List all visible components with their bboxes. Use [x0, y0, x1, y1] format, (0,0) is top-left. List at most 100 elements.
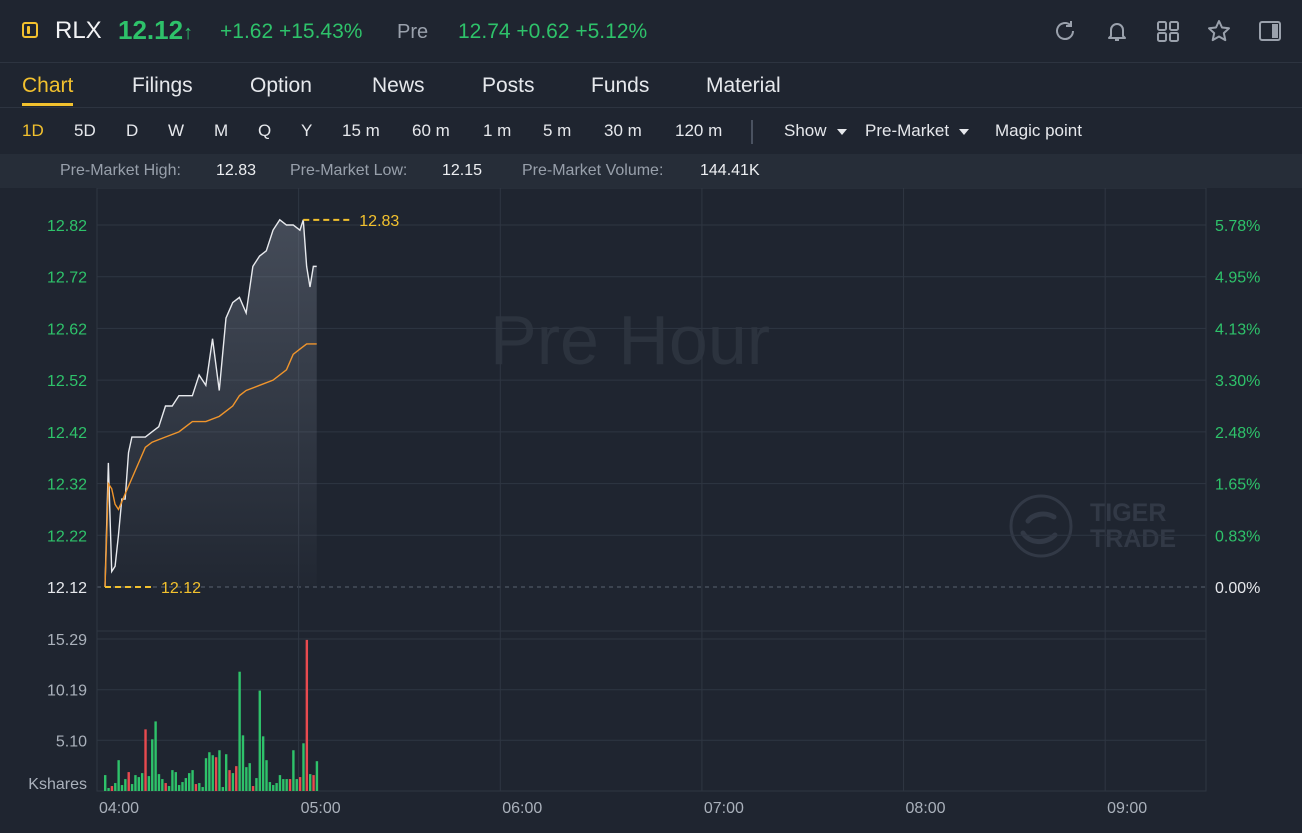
- last-price: 12.12↑: [118, 15, 193, 46]
- price-tick-label: 12.12: [47, 580, 87, 597]
- period-week[interactable]: W: [168, 121, 185, 140]
- tab-posts[interactable]: Posts: [482, 74, 535, 97]
- price-line: [104, 218, 317, 588]
- stock-symbol: RLX: [55, 17, 102, 44]
- volume-bar: [120, 785, 124, 791]
- bell-icon[interactable]: [1104, 18, 1130, 44]
- period-quarter[interactable]: Q: [258, 121, 272, 140]
- volume-bar: [134, 775, 137, 791]
- volume-bar: [275, 783, 278, 791]
- volume-bar: [151, 739, 154, 791]
- volume-bar: [228, 770, 231, 791]
- premarket-stats-bar: Pre-Market High: 12.83 Pre-Market Low: 1…: [0, 154, 1302, 188]
- premarket-quote: 12.74 +0.62 +5.12%: [458, 20, 648, 43]
- period-15m[interactable]: 15 m: [342, 121, 380, 140]
- active-tab-indicator: [22, 103, 73, 106]
- volume-bar: [258, 690, 261, 791]
- volume-bar: [268, 782, 272, 791]
- price-area-fill: [105, 219, 317, 588]
- period-year[interactable]: Y: [301, 121, 313, 140]
- volume-bar: [107, 788, 110, 791]
- volume-bar: [208, 752, 211, 791]
- volume-bar: [288, 779, 292, 791]
- period-30m[interactable]: 30 m: [604, 121, 642, 140]
- volume-bar: [241, 735, 245, 791]
- period-60m[interactable]: 60 m: [412, 121, 450, 140]
- volume-bar: [198, 783, 201, 791]
- show-dropdown[interactable]: Show: [784, 121, 847, 141]
- volume-bar: [312, 775, 315, 791]
- period-month[interactable]: M: [214, 121, 229, 140]
- volume-tick-label: 15.29: [47, 632, 87, 649]
- average-price-line: [104, 343, 317, 588]
- price-tick-label: 12.32: [47, 477, 87, 494]
- volume-bar: [147, 776, 151, 791]
- volume-bar: [124, 779, 127, 791]
- volume-label: Pre-Market Volume:: [522, 162, 664, 179]
- volume-bar: [127, 772, 130, 791]
- tab-option[interactable]: Option: [250, 74, 312, 97]
- period-1d[interactable]: 1D: [22, 121, 44, 140]
- star-icon[interactable]: [1206, 18, 1232, 44]
- volume-bars: [104, 639, 319, 791]
- time-tick-label: 05:00: [301, 800, 341, 817]
- price-tick-label: 12.22: [47, 528, 87, 545]
- percent-tick-label: 3.30%: [1215, 373, 1260, 390]
- price-tick-label: 12.72: [47, 270, 87, 287]
- volume-bar: [201, 787, 204, 791]
- volume-bar: [218, 750, 221, 791]
- volume-bar: [261, 736, 265, 791]
- high-low-annotations: 12.83 12.12: [105, 213, 399, 597]
- annotation-label: 12.83: [359, 213, 399, 230]
- volume-bar: [114, 783, 117, 791]
- low-label: Pre-Market Low:: [290, 162, 408, 179]
- volume-bar: [161, 779, 164, 791]
- volume-bar: [188, 773, 191, 791]
- period-120m[interactable]: 120 m: [675, 121, 723, 140]
- tab-news[interactable]: News: [372, 74, 425, 97]
- price-lines: [104, 218, 317, 588]
- session-dropdown[interactable]: Pre-Market: [865, 121, 970, 141]
- annotation-label: 12.12: [161, 580, 201, 597]
- price-tick-label: 12.62: [47, 321, 87, 338]
- price-volume-chart[interactable]: 12.82 12.72 12.62 12.52 12.42 12.32 12.22 12.12…: [0, 188, 1302, 833]
- caret-down-icon: [959, 128, 970, 135]
- price-tick-label: 12.82: [47, 218, 87, 235]
- time-tick-label: 08:00: [906, 800, 946, 817]
- tab-material[interactable]: Material: [706, 74, 781, 97]
- time-tick-label: 04:00: [99, 800, 139, 817]
- period-5m[interactable]: 5 m: [543, 121, 572, 140]
- volume-bar: [194, 784, 198, 791]
- period-1m[interactable]: 1 m: [483, 121, 512, 140]
- volume-value: 144.41K: [700, 162, 760, 179]
- volume-bar: [104, 775, 107, 791]
- refresh-icon[interactable]: [1052, 18, 1078, 44]
- quote-header: RLX 12.12↑ +1.62 +15.43% Pre 12.74 +0.62…: [0, 0, 1302, 63]
- percent-tick-label: 5.78%: [1215, 218, 1260, 235]
- volume-bar: [238, 671, 241, 791]
- price-tick-label: 12.52: [47, 373, 87, 390]
- volume-unit-label: Kshares: [28, 776, 87, 793]
- volume-bar: [164, 783, 167, 791]
- period-day[interactable]: D: [126, 121, 139, 140]
- period-5d[interactable]: 5D: [74, 121, 96, 140]
- tab-filings[interactable]: Filings: [132, 74, 193, 97]
- volume-bar: [167, 786, 171, 791]
- percent-axis: 5.78% 4.95% 4.13% 3.30% 2.48% 1.65% 0.83% 0.00%: [1215, 218, 1260, 597]
- volume-bar: [191, 770, 194, 791]
- tab-chart[interactable]: Chart: [22, 74, 74, 97]
- grid-icon[interactable]: [1155, 18, 1181, 44]
- volume-bar: [171, 770, 174, 791]
- magic-point-button[interactable]: Magic point: [995, 121, 1082, 140]
- volume-bar: [214, 757, 218, 791]
- volume-bar: [154, 721, 157, 791]
- volume-tick-label: 10.19: [47, 683, 87, 700]
- tab-funds[interactable]: Funds: [591, 74, 650, 97]
- panel-icon[interactable]: [1257, 18, 1283, 44]
- volume-bar: [272, 785, 275, 791]
- time-tick-label: 07:00: [704, 800, 744, 817]
- toolbar-divider: [751, 120, 753, 144]
- volume-tick-label: 5.10: [56, 733, 87, 750]
- volume-bar: [308, 774, 312, 791]
- percent-tick-label: 4.95%: [1215, 270, 1260, 287]
